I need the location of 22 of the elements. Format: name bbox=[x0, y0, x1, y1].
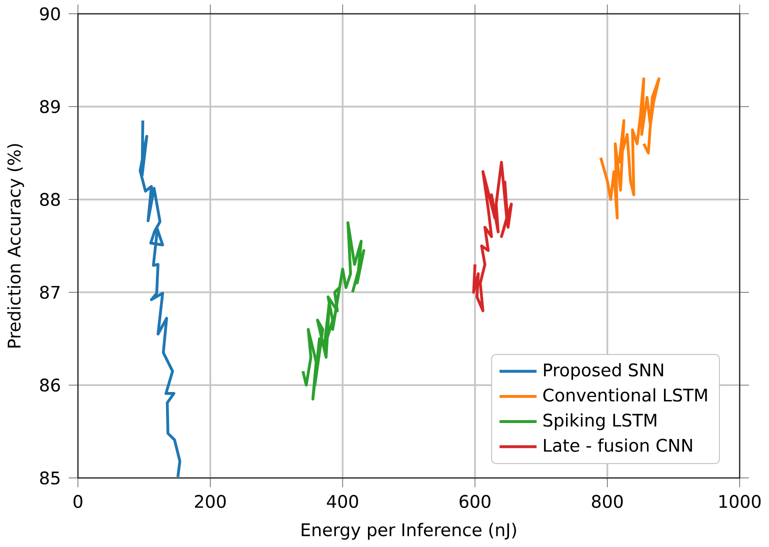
legend-label: Conventional LSTM bbox=[543, 388, 707, 402]
line-series bbox=[138, 119, 182, 478]
x-tick-label: 800 bbox=[592, 494, 623, 508]
line-series bbox=[472, 160, 513, 312]
x-tick-label: 600 bbox=[460, 494, 490, 508]
y-tick-label: 87 bbox=[40, 286, 60, 299]
y-tick-label: 89 bbox=[40, 100, 60, 114]
line-series bbox=[599, 77, 660, 220]
y-axis-title: Prediction Accuracy (%) bbox=[7, 144, 24, 348]
line-series bbox=[302, 221, 366, 400]
x-tick-label: 0 bbox=[74, 494, 82, 508]
legend-label: Late - fusion CNN bbox=[544, 438, 692, 452]
legend-label: Proposed SNN bbox=[544, 363, 664, 380]
y-tick-label: 88 bbox=[40, 192, 60, 206]
y-tick-label: 90 bbox=[40, 7, 60, 20]
y-tick-label: 85 bbox=[40, 471, 60, 485]
x-tick-label: 400 bbox=[326, 494, 358, 508]
x-axis-title: Energy per Inference (nJ) bbox=[302, 522, 516, 540]
x-tick-label: 1000 bbox=[719, 494, 761, 508]
y-tick-label: 86 bbox=[40, 378, 60, 392]
legend-label: Spiking LSTM bbox=[544, 413, 656, 430]
x-tick-label: 200 bbox=[194, 494, 226, 508]
